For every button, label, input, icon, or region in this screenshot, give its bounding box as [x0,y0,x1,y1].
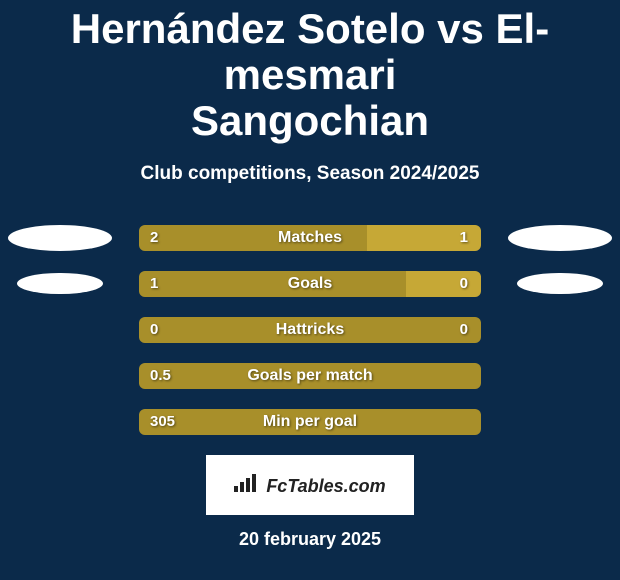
stat-label: Goals [139,271,481,297]
stat-label: Min per goal [139,409,481,435]
logo-text: FcTables.com [266,476,385,497]
subtitle: Club competitions, Season 2024/2025 [0,163,620,185]
footer-date: 20 february 2025 [0,529,620,550]
stat-row: 10Goals [0,271,620,297]
stat-label: Matches [139,225,481,251]
stat-row: 305Min per goal [0,409,620,435]
title-line-2: Sangochian [191,97,429,144]
logo-box: FcTables.com [206,455,414,515]
stat-rows: 21Matches 10Goals 00Hattricks 0.5Goals per … [0,225,620,435]
comparison-infographic: Hernández Sotelo vs El-mesmari Sangochia… [0,0,620,580]
player-left-indicator [17,273,102,294]
stat-row: 00Hattricks [0,317,620,343]
title-line-1: Hernández Sotelo vs El-mesmari [71,5,549,98]
stat-row: 0.5Goals per match [0,363,620,389]
logo: FcTables.com [234,472,385,497]
stat-label: Hattricks [139,317,481,343]
stat-row: 21Matches [0,225,620,251]
bar-chart-icon [234,472,260,497]
player-right-indicator [508,225,612,251]
page-title: Hernández Sotelo vs El-mesmari Sangochia… [0,0,620,145]
stat-label: Goals per match [139,363,481,389]
player-left-indicator [8,225,112,251]
player-right-indicator [517,273,602,294]
